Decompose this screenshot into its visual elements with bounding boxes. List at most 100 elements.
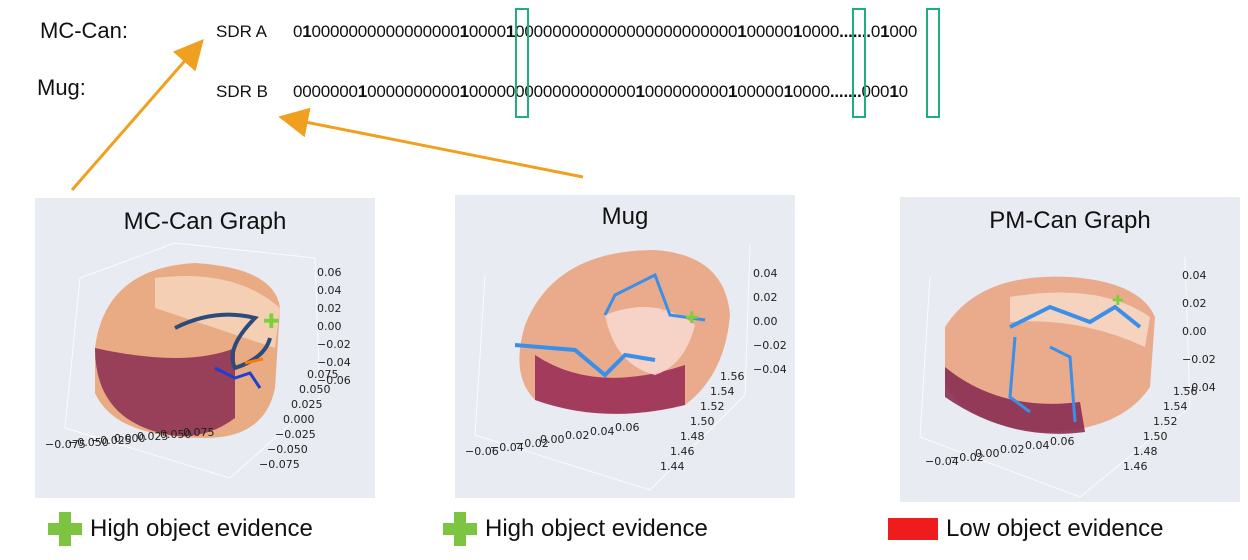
axis-tick-label: −0.04 [490, 441, 524, 454]
axis-tick-label: 0.04 [590, 425, 615, 438]
mug-3d-plot: ✚ [474, 244, 751, 491]
axis-tick-label: 0.06 [615, 421, 640, 434]
axis-tick-label: 0.00 [540, 433, 565, 446]
axis-tick-label: −0.06 [465, 445, 499, 458]
sdr-bit-segment: 1 [459, 82, 469, 101]
overlap-highlight-1 [515, 8, 529, 118]
axis-tick-label: −0.050 [267, 443, 308, 456]
sdr-bit-segment: 000000000 [644, 82, 729, 101]
sdr-bit-segment: 1 [302, 22, 312, 41]
axis-tick-label: 0.02 [1182, 297, 1207, 310]
axis-tick-label: −0.06 [317, 374, 351, 387]
sdr-bit-segment: 1 [357, 82, 368, 101]
sdr-a-bits: 0100000000000000001000010000000000000000… [293, 22, 917, 42]
axis-tick-label: −0.02 [950, 451, 984, 464]
sdr-bit-segment: 0000000000 [367, 82, 460, 101]
sdr-bit-segment: 000 [861, 82, 890, 101]
axis-tick-label: 0.050 [160, 428, 192, 441]
axis-tick-label: 1.54 [1163, 400, 1188, 413]
mc-can-3d-plot: ✚ [64, 242, 321, 479]
axis-tick-label: 0.04 [1025, 439, 1050, 452]
sdr-bit-segment: 1 [880, 22, 890, 41]
sdr-bit-segment: 1 [459, 22, 469, 41]
red-rectangle-icon [888, 518, 938, 540]
legend-text: High object evidence [485, 515, 708, 542]
axis-tick-label: 1.50 [1143, 430, 1168, 443]
mc-can-graph-panel: MC-Can Graph ✚ 0.06 0.04 0.02 0.00 −0.02 −0.0… [35, 198, 375, 498]
green-plus-icon [443, 512, 477, 546]
axis-tick-label: −0.04 [753, 363, 787, 376]
mc-can-label: MC-Can: [40, 18, 129, 43]
axis-tick-label: 1.48 [1133, 445, 1158, 458]
green-plus-icon [48, 512, 82, 546]
axis-tick-label: −0.02 [753, 339, 787, 352]
axis-tick-label: 0.02 [1000, 443, 1025, 456]
axis-tick-label: −0.02 [317, 338, 351, 351]
axis-tick-label: 0.00 [753, 315, 778, 328]
axis-tick-label: 0.02 [565, 429, 590, 442]
axis-tick-label: 0.075 [183, 426, 215, 439]
axis-tick-label: 1.52 [700, 400, 725, 413]
sdr-bit-segment: 0000 [802, 22, 840, 41]
sdr-bit-segment: 0000000 [293, 82, 358, 101]
axis-tick-label: −0.025 [91, 434, 132, 447]
axis-tick-label: 1.50 [690, 415, 715, 428]
axis-tick-label: −0.02 [515, 437, 549, 450]
axis-tick-label: 0.00 [1182, 325, 1207, 338]
arrow-mc-can [70, 38, 204, 191]
axis-tick-label: 0.000 [283, 413, 315, 426]
sdr-bit-segment: 1 [792, 22, 803, 41]
axis-tick-label: 1.44 [660, 460, 685, 473]
sdr-bit-segment: 000000000000000000000000 [515, 22, 738, 41]
sdr-bit-segment: 1 [728, 82, 738, 101]
axis-tick-label: 0.075 [307, 368, 339, 381]
axis-tick-label: 0.025 [291, 398, 323, 411]
pm-can-graph-panel: PM-Can Graph ✚ 0.04 0.02 0.00 −0.02 −0.04 −0… [900, 197, 1240, 502]
sdr-bit-segment: 0 [870, 22, 881, 41]
sdr-bit-segment: 1 [505, 22, 516, 41]
axis-tick-label: 1.56 [720, 370, 745, 383]
overlap-highlight-2 [852, 8, 866, 118]
panel-title: Mug [601, 203, 649, 230]
overlap-highlight-3 [926, 8, 940, 118]
axis-tick-label: 0.06 [1050, 435, 1075, 448]
green-evidence-marker: ✚ [1112, 292, 1124, 308]
axis-tick-label: −0.04 [925, 455, 959, 468]
axis-tick-label: 0.04 [1182, 269, 1207, 282]
axis-tick-label: 0.06 [317, 266, 342, 279]
sdr-b-bits: 0000000100000000001000000000000000000100… [293, 82, 908, 102]
sdr-b-label: SDR B [216, 82, 268, 101]
panel-title: MC-Can Graph [123, 208, 287, 235]
mug-panel: Mug ✚ 0.04 0.02 0.00 −0.02 −0.04 −0.06 −0.04−… [455, 195, 795, 498]
axis-tick-label: 1.52 [1153, 415, 1178, 428]
axis-tick-label: −0.04 [317, 356, 351, 369]
legend-mug: High object evidence [443, 512, 708, 546]
legend-text: Low object evidence [946, 515, 1164, 542]
sdr-a-label: SDR A [216, 22, 268, 41]
axis-tick-label: 1.48 [680, 430, 705, 443]
axis-tick-label: 1.56 [1173, 385, 1198, 398]
sdr-bit-segment: ....... [839, 22, 871, 41]
legend-pm-can: Low object evidence [888, 515, 1163, 543]
axis-tick-label: 0.02 [753, 291, 778, 304]
axis-tick-label: −0.02 [1182, 353, 1216, 366]
sdr-bit-segment: 0000000000000000 [311, 22, 460, 41]
axis-tick-label: 0.000 [114, 432, 146, 445]
axis-tick-label: −0.075 [45, 438, 86, 451]
axis-tick-label: 0.04 [753, 267, 778, 280]
sdr-bit-segment: 1 [889, 82, 899, 101]
axis-tick-label: 0.02 [317, 302, 342, 315]
legend-mc-can: High object evidence [48, 512, 313, 546]
sdr-bit-segment: 0 [293, 22, 303, 41]
pm-can-3d-plot: ✚ [919, 256, 1191, 498]
axis-tick-label: 0.04 [317, 284, 342, 297]
sdr-bit-segment: 1 [635, 82, 645, 101]
green-evidence-marker: ✚ [263, 311, 280, 333]
sdr-bit-segment: 000000000000000000 [468, 82, 636, 101]
sdr-bit-segment: 000 [889, 22, 918, 41]
axis-tick-label: −0.04 [1182, 381, 1216, 394]
axis-tick-label: 1.54 [710, 385, 735, 398]
sdr-bit-segment: 00000 [737, 82, 784, 101]
sdr-bit-segment: 0000 [468, 22, 506, 41]
sdr-bit-segment: 1 [737, 22, 747, 41]
